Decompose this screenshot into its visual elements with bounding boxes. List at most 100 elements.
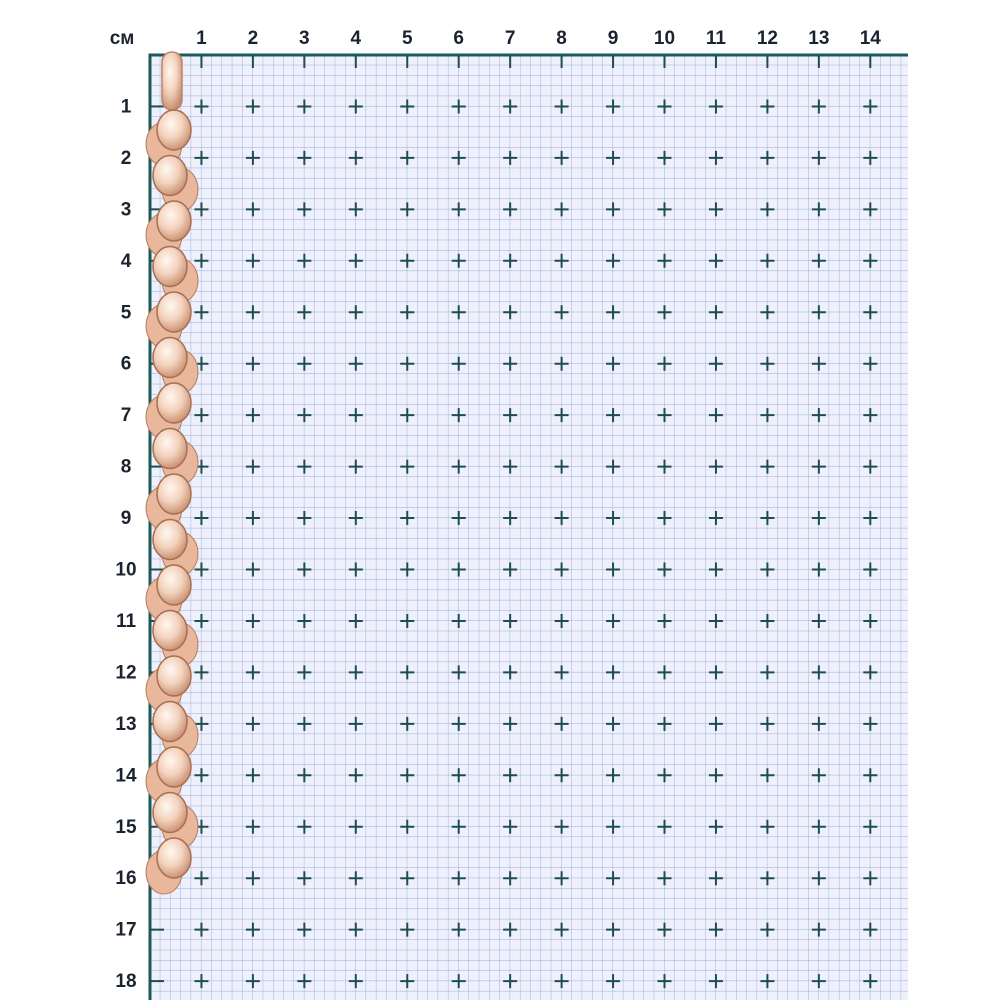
- cross-mark: [194, 922, 209, 937]
- cross-mark: [451, 511, 466, 526]
- cross-mark: [657, 562, 672, 577]
- row-label: 16: [115, 868, 136, 889]
- cross-mark: [400, 974, 415, 989]
- cross-mark: [708, 459, 723, 474]
- cross-mark: [451, 665, 466, 680]
- cross-mark: [760, 562, 775, 577]
- cross-mark: [245, 613, 260, 628]
- bracelet-link: [152, 427, 188, 470]
- cross-mark: [400, 922, 415, 937]
- row-label: 14: [115, 765, 137, 786]
- cross-mark: [194, 202, 209, 217]
- cross-mark: [451, 768, 466, 783]
- cross-mark: [348, 150, 363, 165]
- cross-mark: [760, 459, 775, 474]
- cross-mark: [606, 511, 621, 526]
- bracelet-link: [156, 200, 192, 242]
- cross-mark: [194, 974, 209, 989]
- cross-mark: [811, 305, 826, 320]
- bracelet-link: [152, 518, 188, 561]
- cross-mark: [297, 871, 312, 886]
- cross-mark: [348, 562, 363, 577]
- cross-mark: [194, 665, 209, 680]
- bracelet-link: [152, 154, 188, 197]
- column-label: 10: [654, 28, 675, 49]
- cross-mark: [657, 871, 672, 886]
- bracelet-link: [156, 291, 192, 333]
- cross-mark: [606, 459, 621, 474]
- cross-mark: [657, 253, 672, 268]
- row-label: 17: [115, 920, 136, 941]
- cross-mark: [451, 871, 466, 886]
- cross-mark: [194, 253, 209, 268]
- cross-mark: [451, 922, 466, 937]
- cross-mark: [400, 356, 415, 371]
- cross-mark: [503, 511, 518, 526]
- cross-mark: [194, 99, 209, 114]
- cross-mark: [554, 665, 569, 680]
- cross-mark: [400, 408, 415, 423]
- cross-mark: [606, 202, 621, 217]
- cross-mark: [348, 202, 363, 217]
- cross-mark: [503, 202, 518, 217]
- bracelet-link: [156, 473, 192, 515]
- bracelet-link: [156, 746, 192, 788]
- cross-mark: [760, 511, 775, 526]
- cross-mark: [811, 511, 826, 526]
- cross-mark: [863, 305, 878, 320]
- cross-mark: [348, 974, 363, 989]
- row-label: 6: [121, 354, 132, 375]
- cross-mark: [708, 511, 723, 526]
- bracelet: [145, 51, 199, 895]
- cross-mark: [863, 922, 878, 937]
- cross-mark: [400, 459, 415, 474]
- cross-mark: [400, 305, 415, 320]
- cross-mark: [400, 202, 415, 217]
- cross-mark: [297, 562, 312, 577]
- cross-mark: [657, 202, 672, 217]
- cross-mark: [760, 819, 775, 834]
- cross-mark: [194, 408, 209, 423]
- clasp: [161, 51, 183, 111]
- cross-mark: [708, 99, 723, 114]
- cross-mark: [348, 819, 363, 834]
- cross-mark: [554, 871, 569, 886]
- column-label: 12: [757, 28, 778, 49]
- cross-mark: [194, 150, 209, 165]
- cross-mark: [451, 459, 466, 474]
- cross-mark: [811, 150, 826, 165]
- cross-mark: [348, 665, 363, 680]
- cross-mark: [297, 716, 312, 731]
- cross-mark: [863, 562, 878, 577]
- cross-mark: [245, 150, 260, 165]
- cross-mark: [554, 150, 569, 165]
- cross-mark: [811, 253, 826, 268]
- cross-mark: [708, 202, 723, 217]
- cross-mark: [606, 613, 621, 628]
- cross-mark: [708, 356, 723, 371]
- row-label: 4: [121, 251, 132, 272]
- cross-mark: [245, 356, 260, 371]
- cross-mark: [348, 253, 363, 268]
- cross-mark: [554, 768, 569, 783]
- cross-mark: [606, 305, 621, 320]
- cross-mark: [657, 150, 672, 165]
- cross-mark: [297, 511, 312, 526]
- cross-mark: [657, 665, 672, 680]
- cross-mark: [606, 819, 621, 834]
- cross-mark: [606, 99, 621, 114]
- cross-mark: [811, 768, 826, 783]
- cross-mark: [760, 922, 775, 937]
- cross-mark: [503, 253, 518, 268]
- cross-mark: [863, 871, 878, 886]
- cross-mark: [606, 562, 621, 577]
- cross-mark: [503, 459, 518, 474]
- cross-mark: [297, 305, 312, 320]
- cross-mark: [194, 613, 209, 628]
- cross-mark: [503, 716, 518, 731]
- cross-mark: [811, 356, 826, 371]
- cross-mark: [297, 974, 312, 989]
- cross-mark: [554, 202, 569, 217]
- cross-mark: [863, 665, 878, 680]
- cross-mark: [451, 150, 466, 165]
